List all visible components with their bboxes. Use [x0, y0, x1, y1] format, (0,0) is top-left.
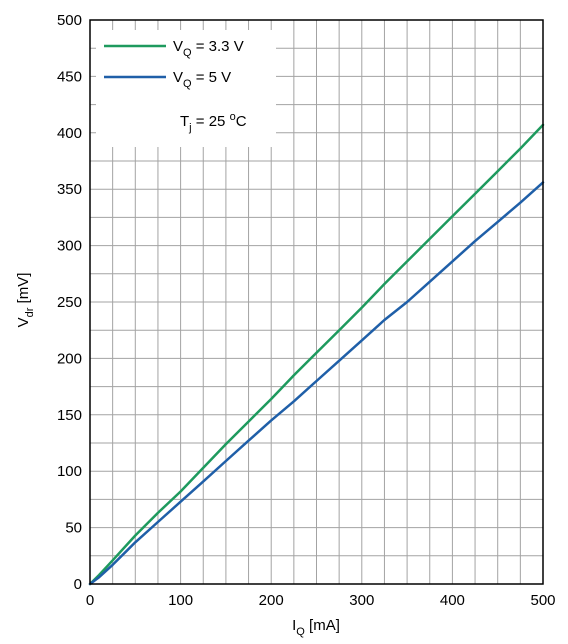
x-axis-title-sub: Q: [296, 626, 305, 638]
legend-label-3v3-main: V: [173, 38, 183, 55]
legend-box: [96, 30, 276, 147]
annotation-sup: o: [230, 111, 236, 123]
x-tick-label: 300: [349, 592, 374, 609]
y-axis-title-sub: dr: [24, 307, 36, 317]
y-tick-label: 350: [57, 181, 82, 198]
y-tick-label: 200: [57, 350, 82, 367]
y-axis-title-main: V: [15, 317, 32, 327]
legend-label-5v-main: V: [173, 69, 183, 86]
junction-temp-annotation: Tj = 25 oC: [180, 111, 247, 134]
x-tick-label: 400: [440, 592, 465, 609]
y-tick-label: 500: [57, 12, 82, 29]
plot-frame: [89, 19, 544, 585]
x-axis-title-main: I: [292, 617, 296, 634]
legend-label-5v-sub: Q: [183, 78, 192, 90]
legend: VQ = 3.3 V VQ = 5 V Tj = 25 oC: [96, 30, 276, 147]
annotation-end: C: [236, 113, 247, 130]
x-axis-title: IQ [mA]: [292, 617, 340, 638]
legend-label-3v3-sub: Q: [183, 47, 192, 59]
y-tick-label: 250: [57, 294, 82, 311]
x-tick-label: 500: [530, 592, 555, 609]
legend-label-3v3: VQ = 3.3 V: [173, 38, 244, 59]
series-line-3v3: [88, 123, 545, 586]
y-axis-title-unit: [mV]: [15, 273, 32, 308]
y-tick-label: 100: [57, 463, 82, 480]
y-tick-label: 0: [74, 576, 82, 593]
x-axis-title-unit: [mA]: [305, 617, 340, 634]
y-tick-labels: 0 50 100 150 200 250 300 350 400 450 500: [57, 12, 82, 593]
legend-label-5v: VQ = 5 V: [173, 69, 231, 90]
y-tick-label: 450: [57, 68, 82, 85]
y-tick-label: 50: [65, 520, 82, 537]
annotation-main: T: [180, 113, 189, 130]
x-tick-label: 100: [168, 592, 193, 609]
x-tick-labels: 0 100 200 300 400 500: [86, 592, 556, 609]
x-tick-label: 0: [86, 592, 94, 609]
y-tick-label: 300: [57, 238, 82, 255]
series-line-5v: [88, 181, 545, 586]
annotation-sub: j: [188, 122, 191, 134]
annotation-mid: = 25: [192, 113, 230, 130]
plot-series: [88, 123, 545, 586]
legend-label-5v-rest: = 5 V: [192, 69, 232, 86]
y-axis-title: Vdr [mV]: [15, 273, 36, 328]
legend-label-3v3-rest: = 3.3 V: [192, 38, 244, 55]
y-tick-label: 400: [57, 125, 82, 142]
y-tick-label: 150: [57, 407, 82, 424]
x-tick-label: 200: [259, 592, 284, 609]
